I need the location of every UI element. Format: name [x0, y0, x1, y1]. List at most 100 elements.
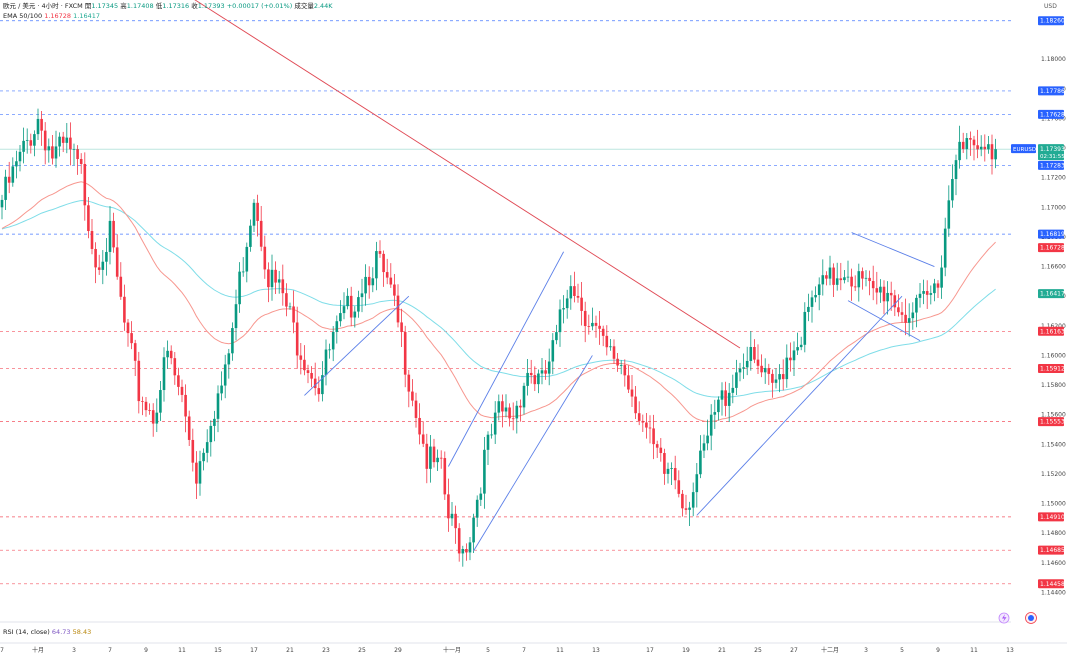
candle[interactable]: [925, 280, 929, 309]
ema100-line[interactable]: [1, 199, 996, 398]
candle[interactable]: [821, 259, 825, 296]
candle[interactable]: [213, 410, 216, 442]
candle[interactable]: [612, 339, 616, 364]
candle[interactable]: [295, 306, 299, 369]
candle[interactable]: [835, 262, 839, 291]
candle[interactable]: [51, 134, 54, 165]
candle[interactable]: [324, 339, 328, 386]
candle[interactable]: [321, 361, 324, 402]
candle[interactable]: [850, 268, 853, 301]
candle[interactable]: [349, 286, 353, 327]
candle[interactable]: [594, 315, 598, 338]
candle[interactable]: [551, 333, 555, 375]
candle[interactable]: [177, 367, 180, 396]
candle[interactable]: [97, 254, 101, 275]
candle[interactable]: [749, 331, 753, 371]
trend-line[interactable]: [160, 0, 741, 349]
trend-line[interactable]: [696, 295, 903, 516]
candle[interactable]: [745, 346, 749, 376]
candle[interactable]: [461, 545, 465, 567]
candle[interactable]: [529, 359, 533, 384]
candle[interactable]: [94, 242, 97, 284]
candle[interactable]: [969, 131, 972, 156]
candle[interactable]: [317, 376, 321, 402]
candle[interactable]: [450, 501, 454, 526]
candle[interactable]: [141, 396, 144, 416]
candle[interactable]: [277, 270, 281, 294]
candle[interactable]: [767, 363, 771, 386]
candle[interactable]: [393, 273, 396, 306]
candle[interactable]: [810, 290, 814, 323]
candle[interactable]: [83, 152, 87, 221]
candle[interactable]: [871, 265, 875, 301]
candle[interactable]: [922, 279, 925, 305]
candle[interactable]: [893, 289, 897, 317]
candle[interactable]: [400, 308, 403, 347]
candle[interactable]: [731, 374, 735, 404]
candle[interactable]: [108, 206, 112, 265]
candle[interactable]: [256, 194, 259, 237]
candle[interactable]: [443, 451, 447, 500]
candle[interactable]: [681, 489, 684, 517]
candle[interactable]: [864, 270, 868, 287]
candle[interactable]: [378, 240, 382, 258]
candle[interactable]: [252, 199, 256, 233]
candle[interactable]: [346, 288, 349, 310]
candle[interactable]: [465, 543, 468, 561]
candle[interactable]: [832, 263, 835, 297]
candle[interactable]: [331, 326, 335, 362]
candle[interactable]: [310, 366, 313, 388]
candle[interactable]: [853, 275, 857, 292]
candle[interactable]: [555, 324, 558, 345]
ema-legend[interactable]: EMA 50/100 1.16728 1.16417: [3, 11, 100, 21]
candle[interactable]: [299, 342, 303, 375]
candle[interactable]: [580, 282, 583, 326]
candle[interactable]: [947, 185, 951, 237]
candle[interactable]: [598, 310, 601, 345]
candle[interactable]: [155, 398, 159, 433]
candle[interactable]: [699, 435, 702, 479]
candle[interactable]: [868, 270, 871, 296]
candle[interactable]: [90, 219, 94, 255]
candle[interactable]: [929, 285, 933, 305]
flash-icon[interactable]: [998, 612, 1010, 624]
candle[interactable]: [655, 440, 659, 458]
candle[interactable]: [490, 423, 493, 439]
candle[interactable]: [126, 318, 130, 347]
candle[interactable]: [616, 352, 619, 372]
candle[interactable]: [504, 394, 508, 418]
candle[interactable]: [623, 359, 627, 387]
candle[interactable]: [353, 306, 357, 328]
candle[interactable]: [789, 342, 792, 372]
candle[interactable]: [486, 431, 490, 466]
candle[interactable]: [958, 125, 961, 169]
candle[interactable]: [288, 302, 292, 310]
candle[interactable]: [306, 364, 310, 384]
candle[interactable]: [753, 339, 756, 364]
rsi-legend[interactable]: RSI (14, close) 64.73 58.43: [3, 628, 91, 636]
candle[interactable]: [432, 438, 436, 468]
candle[interactable]: [202, 448, 205, 471]
candle[interactable]: [357, 290, 360, 318]
candle[interactable]: [47, 138, 51, 163]
candle[interactable]: [537, 369, 540, 394]
candle[interactable]: [29, 133, 33, 154]
candle[interactable]: [238, 262, 241, 313]
candle[interactable]: [879, 279, 882, 303]
candle[interactable]: [983, 134, 987, 162]
candle[interactable]: [709, 404, 713, 451]
candle[interactable]: [573, 271, 576, 303]
candle[interactable]: [313, 362, 317, 396]
candle[interactable]: [861, 267, 864, 290]
candle[interactable]: [569, 275, 573, 310]
candle[interactable]: [609, 338, 612, 351]
candle[interactable]: [663, 448, 666, 485]
candle[interactable]: [76, 145, 79, 175]
candle[interactable]: [227, 348, 231, 379]
candle[interactable]: [691, 482, 695, 517]
candle[interactable]: [742, 353, 745, 379]
candle[interactable]: [411, 379, 414, 407]
candle[interactable]: [382, 250, 385, 287]
candle[interactable]: [695, 463, 699, 508]
